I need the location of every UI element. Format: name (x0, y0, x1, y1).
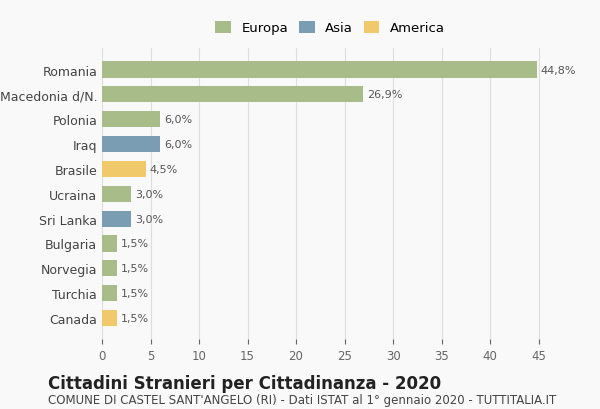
Text: 1,5%: 1,5% (121, 264, 149, 274)
Text: COMUNE DI CASTEL SANT'ANGELO (RI) - Dati ISTAT al 1° gennaio 2020 - TUTTITALIA.I: COMUNE DI CASTEL SANT'ANGELO (RI) - Dati… (48, 393, 556, 407)
Bar (102, 236, 116, 252)
Text: 3,0%: 3,0% (135, 214, 163, 224)
Bar (102, 112, 160, 128)
Text: 26,9%: 26,9% (367, 90, 402, 100)
Bar (102, 162, 146, 178)
Text: 1,5%: 1,5% (121, 239, 149, 249)
Bar (102, 310, 116, 326)
Text: 3,0%: 3,0% (135, 189, 163, 199)
Text: 6,0%: 6,0% (164, 115, 192, 125)
Text: Cittadini Stranieri per Cittadinanza - 2020: Cittadini Stranieri per Cittadinanza - 2… (48, 374, 441, 392)
Text: 6,0%: 6,0% (164, 140, 192, 150)
Text: 4,5%: 4,5% (149, 164, 178, 175)
Legend: Europa, Asia, America: Europa, Asia, America (211, 18, 449, 39)
Bar (102, 261, 116, 277)
Bar (102, 186, 131, 202)
Text: 1,5%: 1,5% (121, 288, 149, 299)
Bar (102, 211, 131, 227)
Bar (102, 87, 363, 103)
Bar (102, 285, 116, 301)
Text: 44,8%: 44,8% (541, 65, 576, 75)
Text: 1,5%: 1,5% (121, 313, 149, 323)
Bar (102, 137, 160, 153)
Bar (102, 62, 536, 79)
